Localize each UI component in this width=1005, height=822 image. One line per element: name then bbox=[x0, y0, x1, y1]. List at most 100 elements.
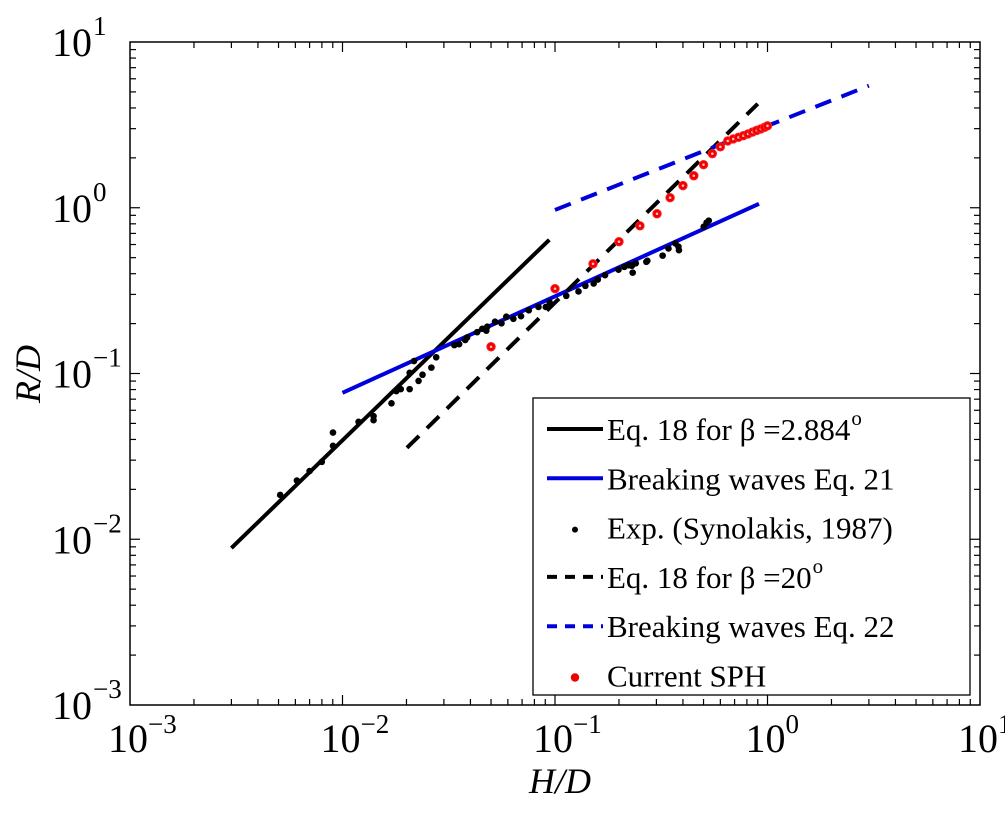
x-axis-label: H/D bbox=[528, 761, 591, 801]
axes bbox=[129, 41, 981, 706]
exp-data-point bbox=[503, 313, 510, 320]
exp-data-point bbox=[397, 385, 405, 393]
y-tick-label: 10 1 bbox=[52, 11, 107, 65]
exp-data-point bbox=[479, 325, 486, 333]
series-4 bbox=[554, 83, 870, 212]
exp-data-point bbox=[293, 477, 301, 484]
legend-label: Breaking waves Eq. 22 bbox=[607, 609, 895, 644]
x-tick-label-base: 10 bbox=[321, 716, 361, 761]
exp-data-point bbox=[306, 467, 313, 475]
x-tick-label: 10 0 bbox=[746, 709, 800, 761]
exp-data-point bbox=[410, 357, 418, 365]
exp-data-point bbox=[562, 292, 570, 300]
sph-data-point-center bbox=[489, 345, 493, 349]
sph-data-point-center bbox=[726, 139, 730, 143]
exp-data-point bbox=[355, 418, 362, 426]
x-tick-label: 10 1 bbox=[958, 709, 1005, 761]
legend-label: Exp. (Synolakis, 1987) bbox=[607, 511, 893, 546]
x-tick-label-base: 10 bbox=[958, 716, 998, 761]
sph-data-point-center bbox=[668, 196, 672, 199]
exp-data-point bbox=[535, 303, 542, 311]
legend-label: Eq. 18 for β =2.884 bbox=[607, 412, 851, 447]
exp-data-point bbox=[455, 340, 463, 348]
series-line-3 bbox=[405, 102, 760, 450]
y-tick-label-base: 10 bbox=[52, 352, 92, 397]
sph-data-point-center bbox=[591, 262, 595, 266]
y-tick-label-exponent: 0 bbox=[93, 177, 107, 207]
exp-data-point bbox=[510, 315, 517, 323]
y-tick-label-base: 10 bbox=[52, 683, 92, 728]
exp-data-point bbox=[659, 252, 666, 259]
exp-data-point bbox=[629, 269, 636, 276]
x-tick-label: 10 −1 bbox=[533, 709, 602, 761]
x-tick-label-exponent: −1 bbox=[573, 709, 602, 739]
exp-data-point bbox=[388, 400, 395, 407]
sph-data-point-center bbox=[702, 163, 705, 166]
legend-label: Current SPH bbox=[607, 659, 766, 694]
y-tick-label-base: 10 bbox=[52, 20, 92, 65]
y-tick-label-exponent: −3 bbox=[93, 674, 122, 704]
sph-data-point-center bbox=[553, 287, 557, 290]
exp-data-point bbox=[329, 442, 337, 450]
series-line-4 bbox=[554, 83, 870, 212]
sph-data-point-center bbox=[681, 184, 685, 187]
exp-data-point bbox=[644, 257, 651, 265]
y-tick-label: 10 0 bbox=[52, 177, 107, 231]
series-0 bbox=[229, 238, 551, 550]
legend-entry: Breaking waves Eq. 21 bbox=[547, 461, 895, 496]
exp-data-point bbox=[498, 319, 505, 327]
exp-data-point bbox=[525, 307, 533, 314]
exp-data-point bbox=[415, 377, 422, 385]
x-tick-label-exponent: −2 bbox=[361, 709, 390, 739]
x-tick-labels: 10 −3 10 −2 10 −1 10 0 10 1 bbox=[108, 709, 1005, 761]
exp-data-point bbox=[632, 259, 640, 267]
exp-data-point bbox=[473, 328, 481, 336]
x-tick-label-exponent: −3 bbox=[148, 709, 177, 739]
series-3 bbox=[405, 102, 760, 450]
y-tick-label: 10 −3 bbox=[52, 674, 122, 728]
exp-data-point bbox=[483, 323, 491, 330]
legend-entry: Eq. 18 for β =2.884 o bbox=[547, 406, 862, 447]
exp-data-point bbox=[491, 318, 499, 325]
legend-entry: Current SPH bbox=[570, 659, 766, 694]
exp-data-point bbox=[675, 246, 683, 254]
plot-area bbox=[229, 83, 870, 550]
legend-entry: Breaking waves Eq. 22 bbox=[547, 609, 895, 644]
y-tick-label: 10 −2 bbox=[52, 508, 122, 562]
y-tick-label-exponent: −1 bbox=[93, 343, 122, 373]
legend-entry: Exp. (Synolakis, 1987) bbox=[572, 511, 893, 546]
exp-data-point bbox=[594, 276, 602, 283]
exp-data-point bbox=[601, 271, 609, 279]
legend-sph-marker bbox=[570, 673, 580, 682]
x-tick-label-base: 10 bbox=[746, 716, 786, 761]
exp-data-point bbox=[582, 282, 589, 290]
exp-data-point bbox=[406, 369, 413, 377]
x-tick-label-base: 10 bbox=[533, 716, 573, 761]
y-tick-label-base: 10 bbox=[52, 517, 92, 562]
exp-data-point bbox=[705, 217, 713, 224]
x-tick-label-exponent: 0 bbox=[786, 709, 800, 739]
exp-data-point bbox=[406, 385, 413, 393]
y-tick-label: 10 −1 bbox=[52, 343, 122, 397]
exp-data-point bbox=[318, 458, 326, 466]
sph-data-point-center bbox=[617, 240, 621, 243]
exp-data-point bbox=[329, 429, 337, 436]
legend-entry: Eq. 18 for β =20 o bbox=[547, 554, 823, 595]
x-tick-label-base: 10 bbox=[108, 716, 148, 761]
exp-data-point bbox=[615, 266, 622, 274]
exp-data-point bbox=[665, 245, 672, 252]
exp-data-point bbox=[575, 288, 582, 295]
sph-data-point-center bbox=[719, 145, 722, 149]
exp-data-point bbox=[463, 334, 471, 341]
legend-label: Eq. 18 for β =20 bbox=[607, 560, 812, 595]
x-tick-label-exponent: 1 bbox=[998, 709, 1005, 739]
sph-data-point-center bbox=[766, 124, 769, 128]
legend-dot-marker bbox=[572, 526, 578, 533]
sph-data-point-center bbox=[692, 174, 696, 178]
series-line-1 bbox=[341, 201, 760, 395]
legend-label-superscript: o bbox=[813, 554, 824, 578]
legend-label: Breaking waves Eq. 21 bbox=[607, 461, 895, 496]
